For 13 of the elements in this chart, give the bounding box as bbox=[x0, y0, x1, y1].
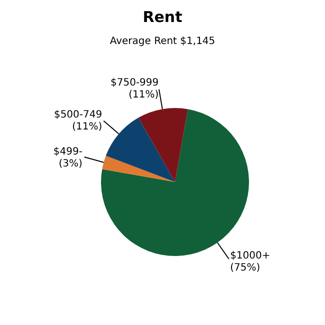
slice-label: $499- bbox=[53, 146, 83, 158]
slice-label: $500-749 bbox=[54, 110, 102, 121]
data-label: (11%) bbox=[72, 122, 102, 133]
slice-label: $1000+ bbox=[230, 250, 270, 262]
data-label: (75%) bbox=[230, 262, 260, 274]
slice-label: $750-999 bbox=[110, 77, 159, 88]
pie-slice bbox=[138, 108, 188, 182]
data-label: (3%) bbox=[58, 158, 83, 170]
pie-slice bbox=[102, 156, 175, 182]
chart-title: Rent bbox=[142, 8, 184, 26]
data-label: (11%) bbox=[128, 89, 159, 100]
chart-subtitle: Average Rent $1,145 bbox=[108, 36, 216, 47]
pie-slice bbox=[106, 118, 175, 182]
